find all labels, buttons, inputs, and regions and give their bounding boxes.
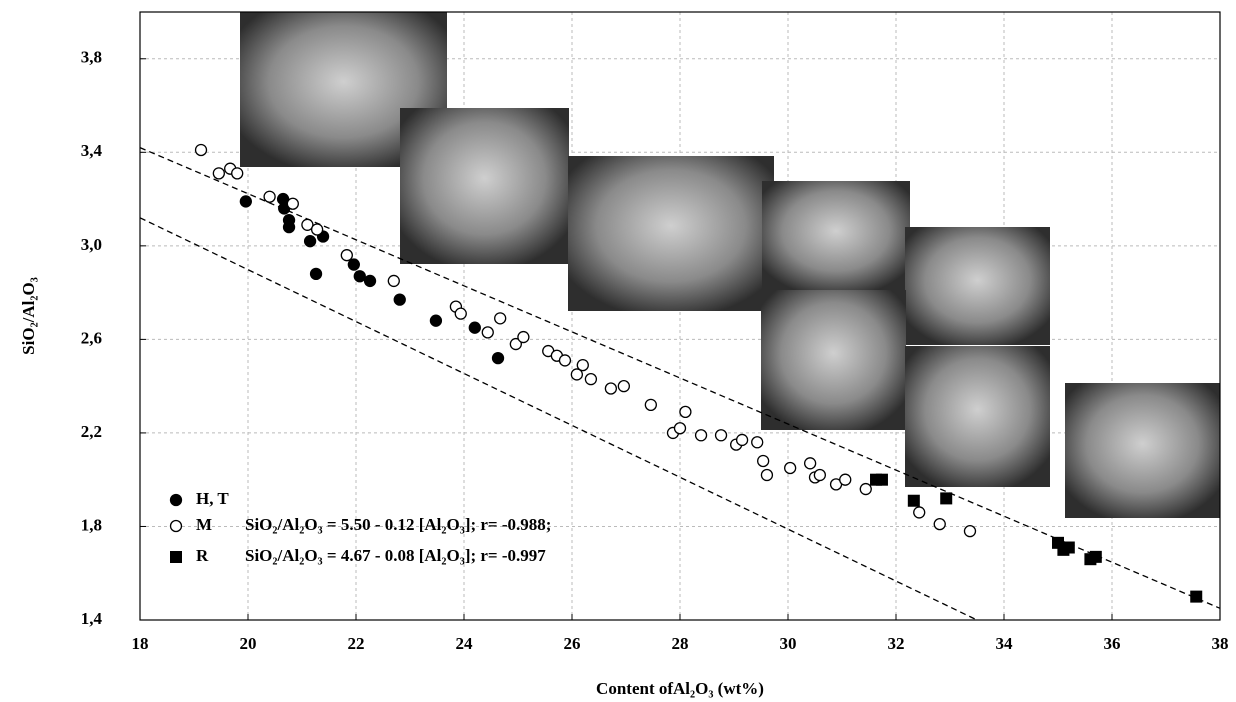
data-point bbox=[194, 143, 208, 157]
data-point bbox=[839, 473, 852, 486]
data-point bbox=[347, 258, 360, 271]
equation: SiO₂/Al₂O₃ = 4.67 - 0.08 [Al₂O₃]; r= -0.… bbox=[245, 546, 546, 565]
data-point bbox=[576, 358, 589, 372]
data-point bbox=[760, 468, 774, 482]
data-point bbox=[907, 494, 920, 507]
legend-marker bbox=[169, 493, 183, 507]
legend-marker bbox=[170, 551, 182, 563]
data-point bbox=[363, 274, 377, 288]
y-tick-label: 3,8 bbox=[81, 48, 102, 67]
data-point bbox=[714, 429, 728, 442]
data-point bbox=[673, 422, 687, 435]
x-tick-label: 34 bbox=[996, 634, 1014, 653]
sem-image bbox=[905, 227, 1050, 345]
data-point bbox=[481, 326, 494, 339]
x-tick-label: 38 bbox=[1212, 634, 1229, 653]
data-point bbox=[468, 321, 481, 334]
data-point bbox=[644, 398, 657, 412]
data-point bbox=[757, 454, 770, 468]
legend-marker bbox=[169, 519, 183, 533]
sem-image bbox=[762, 181, 910, 292]
sem-image bbox=[761, 290, 906, 430]
y-tick-label: 3,4 bbox=[81, 141, 103, 160]
x-tick-label: 18 bbox=[132, 634, 149, 653]
data-point bbox=[454, 307, 467, 320]
data-point bbox=[282, 220, 296, 234]
data-point bbox=[1062, 541, 1075, 554]
data-point bbox=[784, 461, 797, 475]
data-point bbox=[803, 457, 817, 470]
y-tick-label: 3,0 bbox=[81, 235, 102, 254]
data-point bbox=[263, 190, 276, 203]
x-tick-label: 30 bbox=[780, 634, 797, 653]
legend-label: R bbox=[196, 546, 209, 565]
data-point bbox=[340, 249, 353, 262]
trend-line bbox=[139, 217, 978, 621]
y-tick-label: 1,8 bbox=[81, 515, 102, 534]
data-point bbox=[491, 351, 505, 365]
sem-images bbox=[240, 12, 1220, 518]
data-point bbox=[393, 293, 406, 306]
data-point bbox=[494, 312, 507, 325]
x-axis-title: Content ofAl₂O₃ (wt%) bbox=[596, 679, 764, 698]
x-tick-label: 22 bbox=[348, 634, 365, 653]
data-point bbox=[913, 506, 926, 519]
data-point bbox=[617, 380, 630, 393]
data-point bbox=[604, 382, 618, 395]
legend-label: H, T bbox=[196, 489, 229, 508]
data-point bbox=[286, 197, 299, 210]
data-point bbox=[735, 433, 749, 447]
equation: SiO₂/Al₂O₃ = 5.50 - 0.12 [Al₂O₃]; r= -0.… bbox=[245, 515, 551, 534]
data-point bbox=[963, 524, 977, 538]
data-point bbox=[309, 267, 323, 281]
x-tick-label: 36 bbox=[1104, 634, 1121, 653]
data-point bbox=[1089, 550, 1102, 563]
data-point bbox=[859, 482, 872, 496]
data-point bbox=[387, 274, 400, 288]
y-tick-label: 2,6 bbox=[81, 328, 102, 347]
sem-image bbox=[568, 156, 774, 311]
data-point bbox=[212, 167, 225, 180]
x-tick-label: 28 bbox=[672, 634, 689, 653]
legend-label: M bbox=[196, 515, 212, 534]
data-point bbox=[303, 235, 317, 248]
data-point bbox=[933, 517, 946, 531]
data-point bbox=[694, 429, 708, 442]
y-tick-label: 2,2 bbox=[81, 422, 102, 441]
data-point bbox=[813, 468, 827, 482]
data-point bbox=[940, 492, 953, 505]
data-point bbox=[875, 473, 888, 486]
data-point bbox=[231, 167, 244, 180]
data-point bbox=[751, 436, 764, 449]
data-point bbox=[584, 372, 598, 386]
data-point bbox=[1190, 590, 1203, 603]
sem-image bbox=[1065, 383, 1220, 518]
data-point bbox=[509, 337, 522, 351]
x-tick-label: 20 bbox=[240, 634, 257, 653]
sem-image bbox=[400, 108, 569, 264]
data-point bbox=[239, 195, 252, 208]
data-point bbox=[570, 368, 584, 381]
data-point bbox=[429, 314, 443, 327]
y-tick-label: 1,4 bbox=[81, 609, 103, 628]
y-axis-title: SiO₂/Al₂O₃ bbox=[19, 277, 38, 355]
data-point bbox=[353, 270, 366, 283]
data-point bbox=[679, 405, 692, 419]
data-point bbox=[301, 218, 314, 231]
data-point bbox=[310, 223, 324, 236]
x-tick-label: 24 bbox=[456, 634, 474, 653]
data-point bbox=[558, 354, 572, 367]
sem-image bbox=[905, 346, 1050, 487]
x-tick-label: 26 bbox=[564, 634, 581, 653]
x-tick-label: 32 bbox=[888, 634, 905, 653]
data-point bbox=[517, 330, 530, 344]
